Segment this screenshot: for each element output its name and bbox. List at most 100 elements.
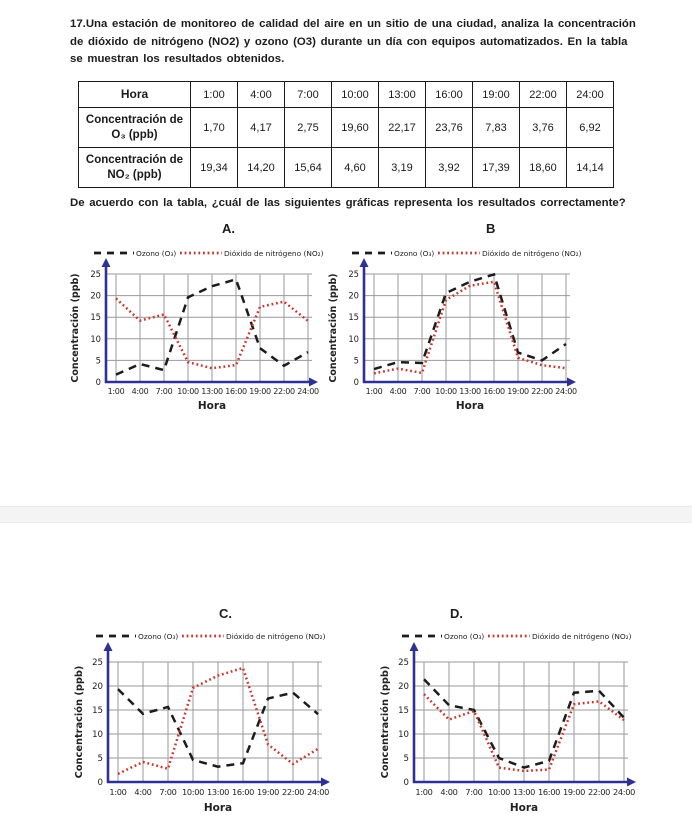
svg-text:20: 20 — [90, 291, 101, 301]
svg-text:Ozono (O₃): Ozono (O₃) — [136, 249, 176, 258]
svg-text:13:00: 13:00 — [513, 787, 535, 797]
option-label-d: D. — [450, 606, 463, 621]
table-value-cell: 19,60 — [331, 107, 379, 148]
table-header-row: Hora 1:00 4:00 7:00 10:00 13:00 16:00 19:00 22:0… — [78, 81, 614, 108]
table-time-cell: 22:00 — [519, 81, 567, 108]
svg-text:Dióxido de nitrógeno (NO₂): Dióxido de nitrógeno (NO₂) — [482, 249, 582, 258]
chart-option-a: 0 5 10 15 20 25 1:00 4:00 7:00 10:00 13:00 16:00 19:… — [68, 242, 326, 419]
table-value-cell: 3,76 — [519, 107, 567, 148]
table-value-cell: 3,92 — [425, 147, 473, 188]
svg-text:5: 5 — [96, 355, 101, 365]
table-time-cell: 16:00 — [425, 81, 473, 108]
svg-text:Hora: Hora — [198, 400, 226, 412]
table-value-cell: 2,75 — [284, 107, 332, 148]
table-time-cell: 1:00 — [190, 81, 238, 108]
table-value-cell: 14,20 — [237, 147, 285, 188]
svg-text:15: 15 — [90, 312, 101, 322]
svg-text:25: 25 — [90, 269, 101, 279]
svg-text:19:00: 19:00 — [507, 387, 529, 396]
table-row: Concentración de O₃ (ppb) 1,70 4,17 2,75 19,… — [78, 107, 614, 148]
table-value-cell: 7,83 — [472, 107, 520, 148]
svg-text:7:00: 7:00 — [159, 787, 176, 797]
svg-text:7:00: 7:00 — [414, 387, 431, 396]
question-text: 17.Una estación de monitoreo de calidad … — [70, 18, 636, 66]
page-break-divider — [0, 506, 692, 523]
svg-text:7:00: 7:00 — [465, 787, 482, 797]
svg-text:Ozono (O₃): Ozono (O₃) — [444, 632, 484, 641]
svg-text:16:00: 16:00 — [538, 787, 560, 797]
svg-text:0: 0 — [98, 778, 103, 788]
table-value-cell: 4,17 — [237, 107, 285, 148]
svg-text:24:00: 24:00 — [307, 787, 329, 797]
svg-text:Concentración (ppb): Concentración (ppb) — [73, 666, 85, 779]
svg-text:24:00: 24:00 — [555, 387, 577, 396]
table-value-cell: 6,92 — [566, 107, 614, 148]
svg-text:13:00: 13:00 — [201, 387, 223, 396]
table-time-cell: 4:00 — [237, 81, 285, 108]
table-value-cell: 14,14 — [566, 147, 614, 188]
svg-text:4:00: 4:00 — [132, 387, 149, 396]
svg-text:22:00: 22:00 — [588, 787, 610, 797]
chart-a-canvas: 0 5 10 15 20 25 1:00 4:00 7:00 10:00 13:00 16:00 19:… — [70, 249, 324, 412]
table-time-cell: 24:00 — [566, 81, 614, 108]
svg-text:10:00: 10:00 — [488, 787, 510, 797]
svg-text:7:00: 7:00 — [156, 387, 173, 396]
svg-text:10:00: 10:00 — [177, 387, 199, 396]
chart-option-c: 0 5 10 15 20 25 1:00 4:00 7:00 10:00 13:00 16:00 19:… — [72, 624, 338, 823]
svg-text:Concentración (ppb): Concentración (ppb) — [70, 273, 81, 382]
svg-text:1:00: 1:00 — [366, 387, 383, 396]
svg-text:25: 25 — [398, 658, 409, 668]
svg-text:Concentración (ppb): Concentración (ppb) — [328, 273, 339, 382]
svg-text:Concentración (ppb): Concentración (ppb) — [379, 666, 391, 779]
chart-b-canvas: 0 5 10 15 20 25 1:00 4:00 7:00 10:00 13:00 16:00 19:… — [328, 249, 582, 412]
chart-option-b: 0 5 10 15 20 25 1:00 4:00 7:00 10:00 13:00 16:00 19:… — [326, 242, 584, 419]
table-time-cell: 10:00 — [331, 81, 379, 108]
data-table: Hora 1:00 4:00 7:00 10:00 13:00 16:00 19:00 22:0… — [78, 81, 614, 188]
svg-text:10:00: 10:00 — [182, 787, 204, 797]
chart-option-d: 0 5 10 15 20 25 1:00 4:00 7:00 10:00 13:00 16:00 19:… — [378, 624, 644, 823]
svg-text:15: 15 — [348, 312, 359, 322]
table-value-cell: 3,19 — [378, 147, 426, 188]
chart-c-canvas: 0 5 10 15 20 25 1:00 4:00 7:00 10:00 13:00 16:00 19:… — [73, 632, 330, 814]
svg-text:Hora: Hora — [204, 802, 232, 814]
svg-text:24:00: 24:00 — [613, 787, 635, 797]
svg-text:24:00: 24:00 — [297, 387, 319, 396]
svg-text:10: 10 — [92, 730, 103, 740]
svg-text:15: 15 — [398, 706, 409, 716]
table-time-cell: 7:00 — [284, 81, 332, 108]
svg-text:19:00: 19:00 — [249, 387, 271, 396]
svg-text:10: 10 — [398, 730, 409, 740]
table-value-cell: 15,64 — [284, 147, 332, 188]
svg-text:19:00: 19:00 — [257, 787, 279, 797]
table-corner-hora: Hora — [78, 81, 191, 108]
svg-text:0: 0 — [354, 377, 359, 387]
table-value-cell: 19,34 — [190, 147, 238, 188]
svg-text:16:00: 16:00 — [483, 387, 505, 396]
question-prompt: De acuerdo con la tabla, ¿cuál de las si… — [70, 197, 626, 209]
svg-text:Dióxido de nitrógeno (NO₂): Dióxido de nitrógeno (NO₂) — [226, 632, 326, 641]
svg-text:13:00: 13:00 — [459, 387, 481, 396]
svg-text:16:00: 16:00 — [232, 787, 254, 797]
svg-text:Dióxido de nitrógeno (NO₂): Dióxido de nitrógeno (NO₂) — [224, 249, 324, 258]
svg-text:10: 10 — [348, 334, 359, 344]
svg-text:Dióxido de nitrógeno (NO₂): Dióxido de nitrógeno (NO₂) — [532, 632, 632, 641]
svg-text:4:00: 4:00 — [390, 387, 407, 396]
svg-text:5: 5 — [404, 754, 409, 764]
chart-d-canvas: 0 5 10 15 20 25 1:00 4:00 7:00 10:00 13:00 16:00 19:… — [379, 632, 636, 814]
option-label-c: C. — [219, 606, 232, 621]
svg-text:19:00: 19:00 — [563, 787, 585, 797]
svg-text:4:00: 4:00 — [134, 787, 151, 797]
svg-text:Hora: Hora — [456, 400, 484, 412]
svg-text:22:00: 22:00 — [273, 387, 295, 396]
svg-text:25: 25 — [92, 658, 103, 668]
table-value-cell: 22,17 — [378, 107, 426, 148]
svg-text:16:00: 16:00 — [225, 387, 247, 396]
option-label-b: B — [486, 221, 496, 236]
svg-text:Ozono (O₃): Ozono (O₃) — [394, 249, 434, 258]
svg-text:Hora: Hora — [510, 802, 538, 814]
svg-text:20: 20 — [398, 682, 409, 692]
table-value-cell: 23,76 — [425, 107, 473, 148]
svg-text:20: 20 — [92, 682, 103, 692]
svg-text:25: 25 — [348, 269, 359, 279]
table-time-cell: 19:00 — [472, 81, 520, 108]
